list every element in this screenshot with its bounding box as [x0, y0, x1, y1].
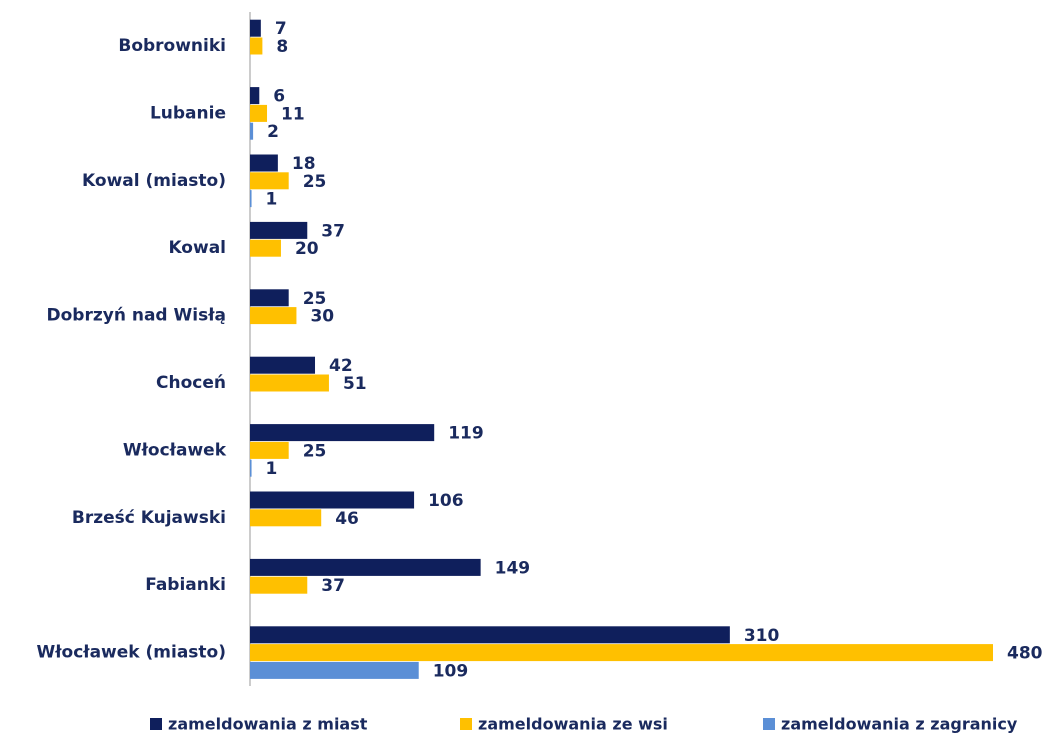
bar	[250, 374, 329, 392]
data-label: 480	[1007, 644, 1043, 664]
data-label: 119	[448, 424, 484, 444]
data-label: 149	[495, 558, 531, 578]
bar	[250, 104, 268, 122]
y-tick-label: Kowal (miasto)	[82, 171, 226, 191]
data-label: 106	[428, 491, 464, 511]
bar	[250, 221, 308, 239]
y-tick-label: Włocławek	[123, 440, 227, 460]
bar	[250, 289, 289, 307]
bar	[250, 661, 419, 679]
bar	[250, 307, 297, 325]
y-tick-label: Bobrowniki	[118, 36, 226, 56]
data-label: 18	[292, 154, 316, 174]
legend-swatch	[150, 718, 162, 730]
bar	[250, 576, 308, 594]
data-label: 37	[321, 576, 345, 596]
bar	[250, 87, 260, 105]
legend-swatch	[460, 718, 472, 730]
legend-label: zameldowania z miast	[168, 715, 368, 734]
data-label: 42	[329, 356, 353, 376]
y-tick-label: Kowal	[168, 238, 226, 258]
bar	[250, 190, 252, 208]
y-tick-label: Brześć Kujawski	[72, 508, 226, 528]
bar	[250, 37, 263, 55]
bar	[250, 441, 289, 459]
bar	[250, 356, 316, 374]
data-label: 30	[310, 307, 334, 327]
data-label: 6	[273, 87, 285, 107]
bar	[250, 239, 281, 257]
bar	[250, 459, 252, 477]
data-label: 20	[295, 239, 319, 259]
bar	[250, 644, 993, 662]
data-label: 25	[303, 289, 327, 309]
data-label: 8	[276, 37, 288, 57]
bar	[250, 154, 278, 172]
y-tick-label: Dobrzyń nad Wisłą	[47, 306, 226, 326]
bar	[250, 172, 289, 190]
bar	[250, 558, 481, 576]
data-label: 7	[275, 19, 287, 39]
bar	[250, 509, 322, 527]
data-label: 51	[343, 374, 367, 394]
legend-label: zameldowania ze wsi	[478, 715, 668, 734]
data-label: 37	[321, 221, 345, 241]
data-label: 2	[267, 122, 279, 142]
y-tick-label: Fabianki	[145, 575, 226, 595]
bar	[250, 424, 435, 442]
bar	[250, 491, 415, 509]
bar	[250, 19, 261, 37]
y-tick-label: Lubanie	[150, 103, 226, 123]
y-tick-label: Włocławek (miasto)	[36, 643, 226, 663]
data-label: 1	[266, 459, 278, 479]
bar	[250, 626, 730, 644]
data-label: 1	[266, 190, 278, 210]
data-label: 46	[335, 509, 359, 529]
data-label: 11	[281, 104, 305, 124]
data-label: 25	[303, 441, 327, 461]
bar	[250, 122, 254, 140]
data-label: 109	[433, 661, 469, 681]
data-label: 25	[303, 172, 327, 192]
data-label: 310	[744, 626, 780, 646]
y-tick-label: Choceń	[156, 373, 226, 393]
legend-label: zameldowania z zagranicy	[781, 715, 1018, 734]
legend-swatch	[763, 718, 775, 730]
